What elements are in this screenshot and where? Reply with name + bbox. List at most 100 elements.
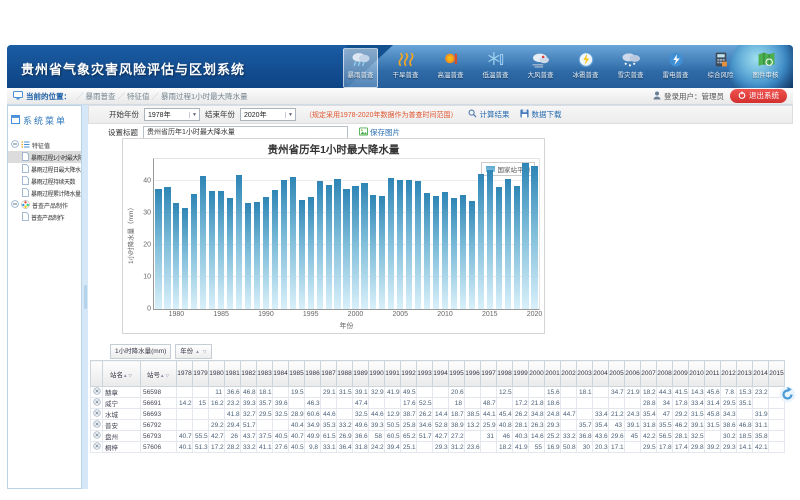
year-column-header[interactable]: 2013 xyxy=(737,361,753,387)
year-column-header[interactable]: 1989 xyxy=(353,361,369,387)
breadcrumb-bar: 当前的位置： ／暴雨普查／特征值／暴雨过程1小时最大降水量 登录用户：管理员 退… xyxy=(7,88,793,105)
year-column-header[interactable]: 1979 xyxy=(193,361,209,387)
sort-arrows-icon[interactable]: ▲▽ xyxy=(160,373,170,378)
nav-item-lightning[interactable]: 雷电普查 xyxy=(658,48,693,88)
tree-group[interactable]: 特征值 xyxy=(8,139,81,151)
year-column-header[interactable]: 2002 xyxy=(561,361,577,387)
logout-button[interactable]: 退出系统 xyxy=(730,89,787,103)
year-column-header[interactable]: 2010 xyxy=(689,361,705,387)
year-column-header[interactable]: 1990 xyxy=(369,361,385,387)
value-cell: 12.5 xyxy=(497,387,513,398)
remove-icon[interactable] xyxy=(91,387,103,398)
year-column-header[interactable]: 2000 xyxy=(529,361,545,387)
year-column-header[interactable]: 2011 xyxy=(705,361,721,387)
end-year-select[interactable]: 2020年 ▼ xyxy=(240,108,296,121)
remove-icon[interactable] xyxy=(91,442,103,453)
end-year-label: 结束年份 xyxy=(205,109,235,120)
year-column-header[interactable]: 2003 xyxy=(577,361,593,387)
chart-title-input[interactable] xyxy=(143,126,348,139)
sort-arrows-icon[interactable]: ▲▽ xyxy=(123,373,133,378)
remove-icon[interactable] xyxy=(91,431,103,442)
sort-arrows-icon[interactable]: ▲ ▽ xyxy=(195,346,207,358)
nav-item-map-review[interactable]: 图件审核 xyxy=(748,48,783,88)
year-column-header[interactable]: 2006 xyxy=(625,361,641,387)
year-column-header[interactable]: 1999 xyxy=(513,361,529,387)
doc-icon xyxy=(22,152,29,163)
year-sort-control[interactable]: 年份 ▲ ▽ xyxy=(175,344,212,359)
nav-item-drought[interactable]: 干旱普查 xyxy=(388,48,423,88)
splitter-handle[interactable] xyxy=(84,285,87,309)
nav-item-hail[interactable]: 冰雹普查 xyxy=(568,48,603,88)
nav-item-snow[interactable]: 雪灾普查 xyxy=(613,48,648,88)
value-cell xyxy=(753,398,769,409)
year-column-header[interactable]: 2015 xyxy=(769,361,785,387)
user-icon xyxy=(653,91,661,102)
nav-item-wind[interactable]: 大风普查 xyxy=(523,48,558,88)
value-cell: 14.6 xyxy=(529,431,545,442)
tree-group[interactable]: 普查产品制作 xyxy=(8,199,81,211)
breadcrumb-item[interactable]: 特征值 xyxy=(127,92,150,101)
year-column-header[interactable]: 1996 xyxy=(465,361,481,387)
year-column-header[interactable]: 1985 xyxy=(289,361,305,387)
year-column-header[interactable]: 1986 xyxy=(305,361,321,387)
nav-item-low-temp[interactable]: 低温普查 xyxy=(478,48,513,88)
year-column-header[interactable]: 1988 xyxy=(337,361,353,387)
year-column-header[interactable]: 2004 xyxy=(593,361,609,387)
nav-item-risk[interactable]: 综合风险 xyxy=(703,48,738,88)
year-column-header[interactable]: 1997 xyxy=(481,361,497,387)
sidebar-item[interactable]: 暴雨过程日最大降水量 xyxy=(8,163,81,175)
year-column-header[interactable]: 2009 xyxy=(673,361,689,387)
sidebar-item[interactable]: 暴雨过程累计降水量 xyxy=(8,187,81,199)
year-column-header[interactable]: 2007 xyxy=(641,361,657,387)
start-year-select[interactable]: 1978年 ▼ xyxy=(144,108,200,121)
value-cell xyxy=(593,398,609,409)
sidebar-header: 系统菜单 xyxy=(8,106,81,139)
year-column-header[interactable]: 2005 xyxy=(609,361,625,387)
remove-icon[interactable] xyxy=(91,398,103,409)
year-column-header[interactable]: 2008 xyxy=(657,361,673,387)
year-column-header[interactable]: 1994 xyxy=(433,361,449,387)
loading-refresh-icon[interactable] xyxy=(779,386,796,403)
download-button[interactable]: 数据下载 xyxy=(520,109,561,120)
sidebar-item[interactable]: 普查产品制作 xyxy=(8,211,81,223)
year-column-header[interactable]: 1998 xyxy=(497,361,513,387)
calculate-button[interactable]: 计算结果 xyxy=(468,109,509,120)
breadcrumb: ／暴雨普查／特征值／暴雨过程1小时最大降水量 xyxy=(74,91,248,102)
nav-item-rainstorm[interactable]: 暴雨普查 xyxy=(343,48,378,88)
station-id-header[interactable]: 站号▲▽ xyxy=(141,361,177,387)
breadcrumb-item[interactable]: 暴雨过程1小时最大降水量 xyxy=(161,92,248,101)
year-column-header[interactable]: 1991 xyxy=(385,361,401,387)
value-cell: 31.8 xyxy=(641,420,657,431)
year-column-header[interactable]: 1982 xyxy=(241,361,257,387)
year-column-header[interactable]: 2012 xyxy=(721,361,737,387)
year-column-header[interactable]: 1984 xyxy=(273,361,289,387)
year-column-header[interactable]: 1981 xyxy=(225,361,241,387)
station-name-header[interactable]: 站名▲▽ xyxy=(103,361,141,387)
value-cell: 25.2 xyxy=(545,431,561,442)
year-column-header[interactable]: 1993 xyxy=(417,361,433,387)
breadcrumb-separator: ／ xyxy=(118,92,126,101)
nav-item-high-temp[interactable]: 高温普查 xyxy=(433,48,468,88)
year-column-header[interactable]: 1978 xyxy=(177,361,193,387)
sidebar-item[interactable]: 暴雨过程持续天数 xyxy=(8,175,81,187)
value-cell xyxy=(417,387,433,398)
year-column-header[interactable]: 1980 xyxy=(209,361,225,387)
breadcrumb-item[interactable]: 暴雨普查 xyxy=(86,92,116,101)
year-column-header[interactable]: 1992 xyxy=(401,361,417,387)
year-column-header[interactable]: 1983 xyxy=(257,361,273,387)
year-column-header[interactable]: 2014 xyxy=(753,361,769,387)
year-column-header[interactable]: 2001 xyxy=(545,361,561,387)
sidebar-splitter[interactable] xyxy=(82,105,88,489)
sidebar-item[interactable]: 暴雨过程1小时最大降水量 xyxy=(8,151,81,163)
year-column-header[interactable]: 1987 xyxy=(321,361,337,387)
remove-icon[interactable] xyxy=(91,420,103,431)
save-image-button[interactable]: 保存图片 xyxy=(359,127,400,138)
value-cell: 52.8 xyxy=(433,420,449,431)
year-column-header[interactable]: 1995 xyxy=(449,361,465,387)
value-type-selector[interactable]: 1小时降水量(mm) xyxy=(110,344,171,359)
table-row: 盘州5679340.755.542.72643.737.540.540.749.… xyxy=(91,431,785,442)
value-cell xyxy=(385,398,401,409)
remove-icon[interactable] xyxy=(91,409,103,420)
collapse-toggle-icon[interactable] xyxy=(11,140,19,150)
collapse-toggle-icon[interactable] xyxy=(11,200,19,210)
